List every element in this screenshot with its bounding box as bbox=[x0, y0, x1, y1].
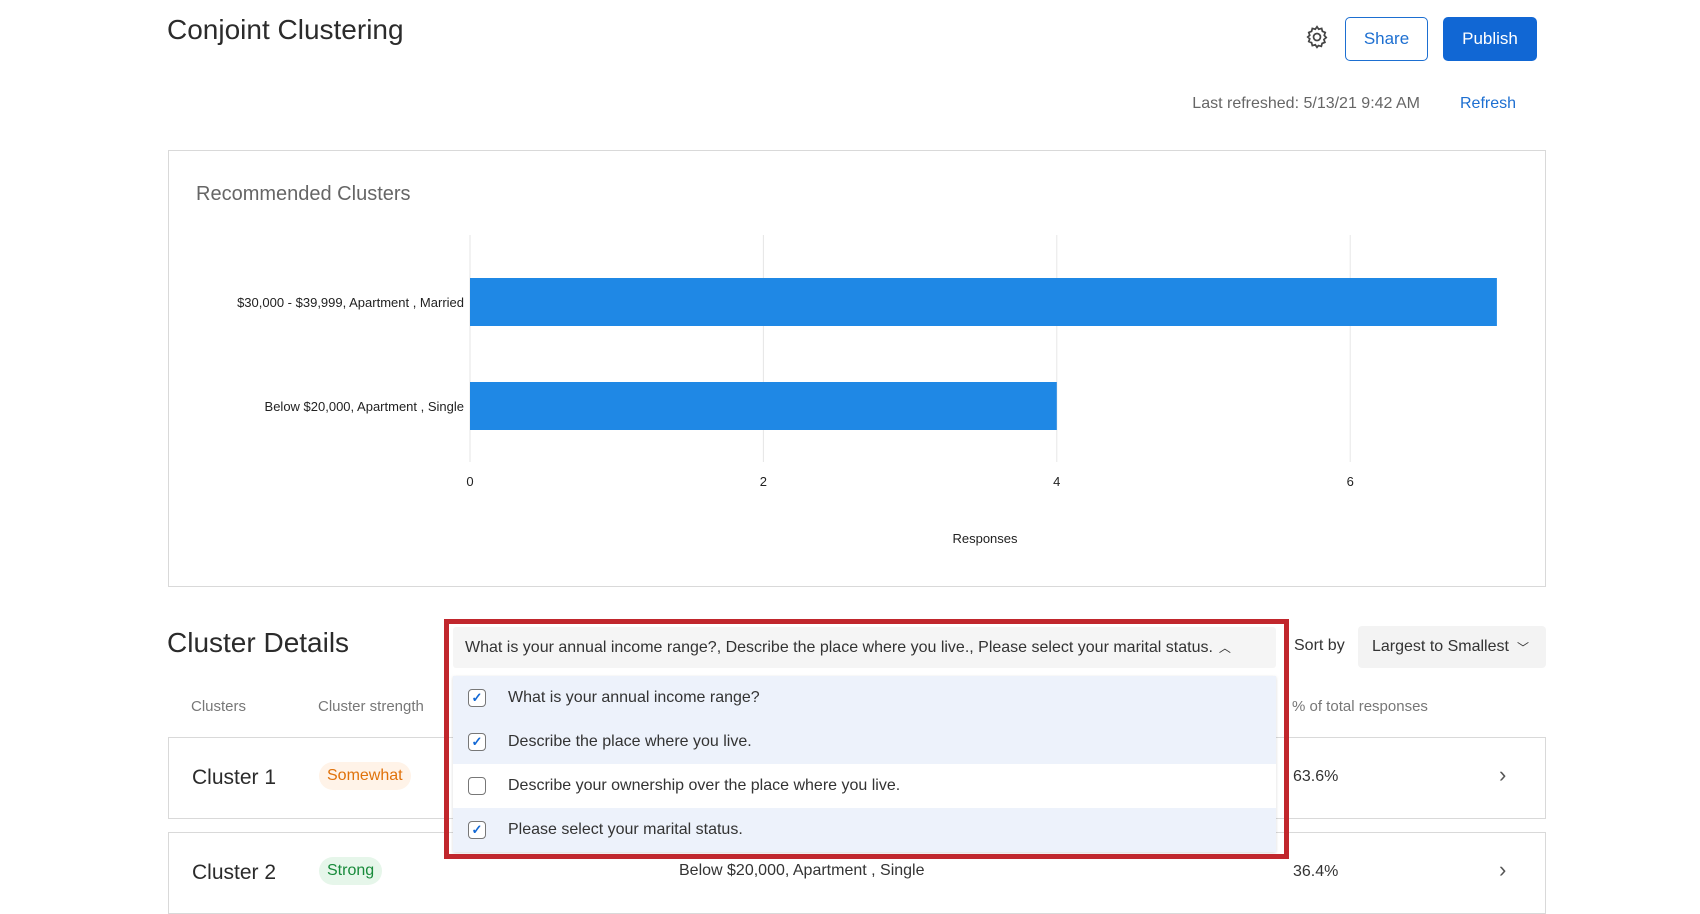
sort-value: Largest to Smallest bbox=[1372, 638, 1509, 655]
x-tick-label: 6 bbox=[1347, 474, 1354, 489]
chart-title: Recommended Clusters bbox=[196, 183, 411, 205]
highlight-box bbox=[444, 619, 1289, 859]
bar bbox=[470, 382, 1057, 430]
y-category-label: $30,000 - $39,999, Apartment , Married bbox=[237, 295, 464, 310]
column-header-clusters: Clusters bbox=[191, 698, 247, 715]
chevron-right-icon[interactable]: › bbox=[1499, 762, 1507, 787]
checkbox-checked[interactable]: ✓ bbox=[468, 733, 486, 751]
x-tick-label: 0 bbox=[466, 474, 473, 489]
publish-button[interactable]: Publish bbox=[1443, 17, 1537, 61]
checkbox-unchecked[interactable] bbox=[468, 777, 486, 795]
option-label: Describe the place where you live. bbox=[508, 733, 752, 750]
column-header-percent: % of total responses bbox=[1292, 698, 1428, 715]
gear-icon[interactable] bbox=[1304, 24, 1330, 50]
cluster-percent: 63.6% bbox=[1293, 768, 1339, 785]
recommended-clusters-card bbox=[168, 150, 1546, 587]
chevron-up-icon: ︿ bbox=[1218, 641, 1231, 655]
column-header-strength: Cluster strength bbox=[318, 698, 424, 715]
cluster-name: Cluster 2 bbox=[192, 861, 277, 884]
x-tick-label: 2 bbox=[760, 474, 767, 489]
cluster-name: Cluster 1 bbox=[192, 766, 277, 789]
question-option[interactable]: ✓ Describe the place where you live. bbox=[453, 720, 1276, 764]
checkbox-checked[interactable]: ✓ bbox=[468, 689, 486, 707]
chevron-right-icon[interactable]: › bbox=[1499, 857, 1507, 882]
chevron-down-icon: ﹀ bbox=[1516, 640, 1529, 655]
cluster-details-heading: Cluster Details bbox=[167, 627, 350, 658]
share-button[interactable]: Share bbox=[1345, 17, 1428, 61]
y-category-label: Below $20,000, Apartment , Single bbox=[265, 399, 464, 414]
question-select-value: What is your annual income range?, Descr… bbox=[465, 638, 1213, 656]
question-option[interactable]: ✓ What is your annual income range? bbox=[453, 676, 1276, 720]
last-refreshed-text: Last refreshed: 5/13/21 9:42 AM bbox=[1192, 95, 1420, 112]
x-axis-label: Responses bbox=[952, 531, 1018, 546]
question-option[interactable]: ✓ Please select your marital status. bbox=[453, 808, 1276, 852]
strength-badge: Somewhat bbox=[319, 762, 411, 790]
cluster-description: Below $20,000, Apartment , Single bbox=[679, 862, 925, 879]
sort-select[interactable]: Largest to Smallest ﹀ bbox=[1358, 626, 1546, 668]
bar bbox=[470, 278, 1497, 326]
checkbox-checked[interactable]: ✓ bbox=[468, 821, 486, 839]
option-label: Describe your ownership over the place w… bbox=[508, 777, 901, 794]
sort-by-label: Sort by bbox=[1294, 637, 1345, 654]
question-options-menu: ✓ What is your annual income range? ✓ Desc… bbox=[453, 676, 1276, 852]
strength-badge: Strong bbox=[319, 857, 383, 885]
cluster-percent: 36.4% bbox=[1293, 863, 1339, 880]
option-label: Please select your marital status. bbox=[508, 821, 743, 838]
question-select[interactable]: What is your annual income range?, Descr… bbox=[453, 627, 1276, 668]
option-label: What is your annual income range? bbox=[508, 689, 760, 706]
recommended-clusters-chart: 0 2 4 6 $30,000 - $39,999, Apartment , Marri… bbox=[237, 235, 1497, 546]
refresh-link[interactable]: Refresh bbox=[1460, 95, 1517, 112]
x-tick-label: 4 bbox=[1053, 474, 1060, 489]
page-title: Conjoint Clustering bbox=[167, 14, 404, 45]
question-option[interactable]: Describe your ownership over the place w… bbox=[453, 764, 1276, 808]
